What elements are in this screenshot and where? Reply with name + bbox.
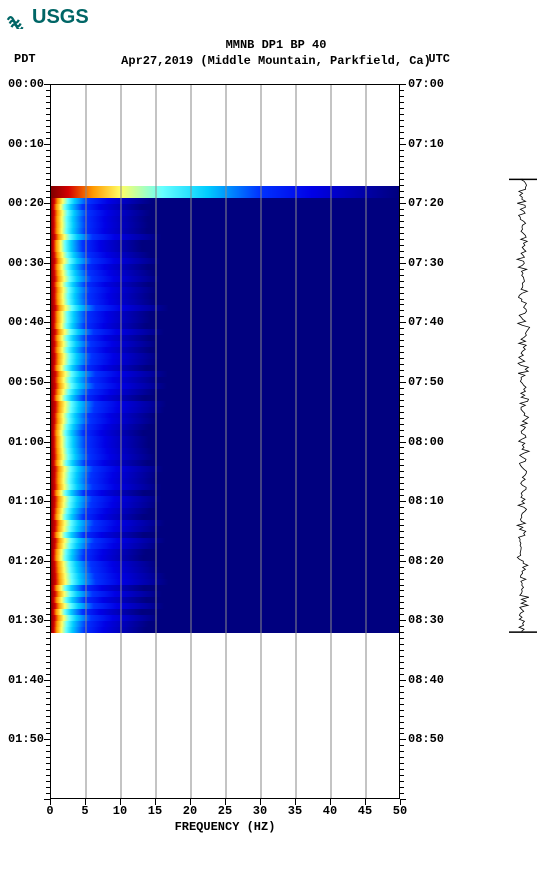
y-tick-left: 00:30 <box>8 256 44 270</box>
y-tick-right: 08:40 <box>408 673 444 687</box>
x-tick: 15 <box>148 804 162 818</box>
x-tick: 30 <box>253 804 267 818</box>
x-tick: 45 <box>358 804 372 818</box>
y-tick-left: 01:40 <box>8 673 44 687</box>
x-tick: 0 <box>46 804 53 818</box>
x-tick: 25 <box>218 804 232 818</box>
y-tick-right: 07:20 <box>408 196 444 210</box>
y-tick-right: 07:50 <box>408 375 444 389</box>
logo-text: USGS <box>32 6 89 29</box>
y-tick-right: 07:00 <box>408 77 444 91</box>
y-tick-left: 00:20 <box>8 196 44 210</box>
y-tick-right: 08:50 <box>408 732 444 746</box>
x-tick: 20 <box>183 804 197 818</box>
y-tick-right: 07:40 <box>408 315 444 329</box>
x-tick: 10 <box>113 804 127 818</box>
seismogram-trace <box>508 84 538 799</box>
wave-icon <box>6 7 28 29</box>
x-axis-label: FREQUENCY (HZ) <box>50 820 400 834</box>
y-tick-left: 00:10 <box>8 137 44 151</box>
x-tick: 5 <box>81 804 88 818</box>
y-tick-left: 01:20 <box>8 554 44 568</box>
y-tick-left: 00:50 <box>8 375 44 389</box>
spectrogram-chart: 00:0000:1000:2000:3000:4000:5001:0001:10… <box>50 84 400 799</box>
y-tick-right: 08:00 <box>408 435 444 449</box>
y-tick-left: 01:30 <box>8 613 44 627</box>
y-tick-left: 01:50 <box>8 732 44 746</box>
x-tick: 40 <box>323 804 337 818</box>
y-tick-left: 00:00 <box>8 77 44 91</box>
y-tick-left: 01:10 <box>8 494 44 508</box>
y-tick-right: 08:10 <box>408 494 444 508</box>
y-tick-left: 01:00 <box>8 435 44 449</box>
y-tick-right: 08:20 <box>408 554 444 568</box>
y-tick-right: 08:30 <box>408 613 444 627</box>
x-tick: 35 <box>288 804 302 818</box>
title-line-1: MMNB DP1 BP 40 <box>0 38 552 52</box>
plot-area <box>50 84 400 799</box>
y-ticks-right <box>400 84 406 799</box>
y-tick-right: 07:10 <box>408 137 444 151</box>
title-line-2: Apr27,2019 (Middle Mountain, Parkfield, … <box>0 54 552 68</box>
seismogram-svg <box>508 84 538 799</box>
chart-title: MMNB DP1 BP 40 Apr27,2019 (Middle Mounta… <box>0 38 552 69</box>
gridlines <box>51 85 400 799</box>
y-tick-right: 07:30 <box>408 256 444 270</box>
x-tick: 50 <box>393 804 407 818</box>
usgs-logo: USGS <box>6 6 89 29</box>
y-tick-left: 00:40 <box>8 315 44 329</box>
timezone-right: UTC <box>428 52 450 66</box>
